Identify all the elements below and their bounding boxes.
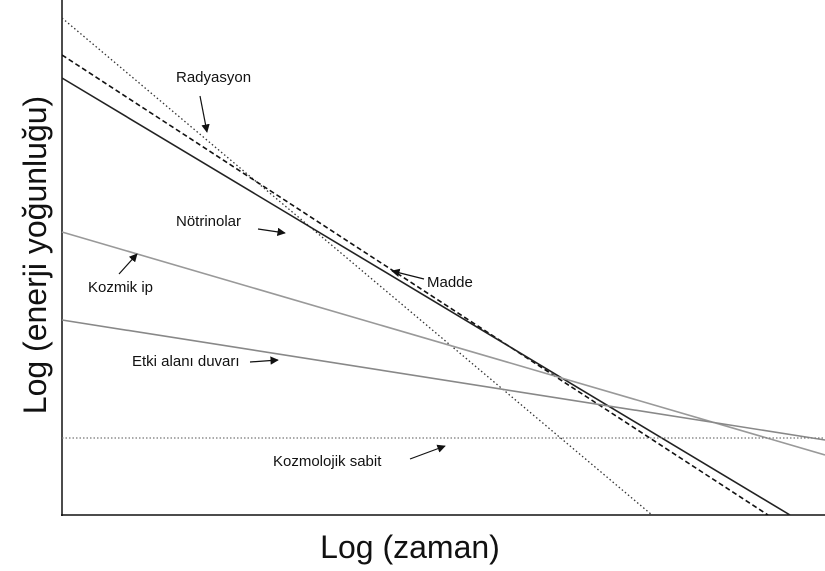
curve-label: Kozmik ip <box>88 279 153 296</box>
radiation-line <box>61 17 653 516</box>
y-axis-title: Log (enerji yoğunluğu) <box>17 96 53 414</box>
arrow <box>409 444 446 460</box>
curve-label: Etki alanı duvarı <box>132 353 240 370</box>
curve-label: Radyasyon <box>176 69 251 86</box>
curve-label: Kozmolojik sabit <box>273 453 382 470</box>
neutrino-line <box>61 54 769 516</box>
cosmic-string-line <box>61 231 825 456</box>
arrow <box>118 253 138 275</box>
curve-label: Nötrinolar <box>176 213 241 230</box>
curve-label: Madde <box>427 274 473 291</box>
arrow <box>199 95 210 133</box>
arrow <box>257 227 286 237</box>
x-axis-title: Log (zaman) <box>320 529 500 565</box>
arrow <box>249 356 279 365</box>
matter-line <box>61 77 791 516</box>
arrow <box>391 268 425 280</box>
domain-wall-line <box>61 319 825 441</box>
